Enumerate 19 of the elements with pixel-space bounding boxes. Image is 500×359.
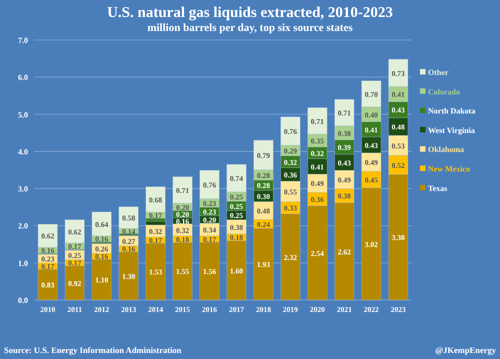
legend-label: Other (428, 68, 449, 77)
chart-title: U.S. natural gas liquids extracted, 2010-2023 (107, 5, 393, 21)
y-tick-label: 6.0 (18, 73, 28, 82)
text: @JKempEnergy (435, 345, 497, 355)
legend-label: West Virginia (428, 126, 475, 135)
legend-label: New Mexico (428, 164, 470, 174)
legend-label: Oklahoma (428, 145, 464, 154)
y-tick-label: 5.0 (18, 110, 28, 120)
legend-label: Colorado (428, 87, 460, 96)
source-note: Source: U.S. Energy Information Administration (4, 345, 182, 355)
y-tick-label: 7.0 (18, 36, 28, 45)
y-tick-label: 1.0 (18, 258, 28, 268)
legend-label: North Dakota (428, 106, 476, 116)
y-tick-label: 3.0 (18, 184, 28, 194)
chart-subtitle: million barrels per day, top six source states (147, 22, 354, 34)
legend-label: Texas (428, 184, 448, 193)
y-tick-label: 4.0 (18, 147, 28, 156)
y-tick-label: 2.0 (18, 222, 28, 231)
y-tick-label: 0.0 (18, 296, 28, 305)
